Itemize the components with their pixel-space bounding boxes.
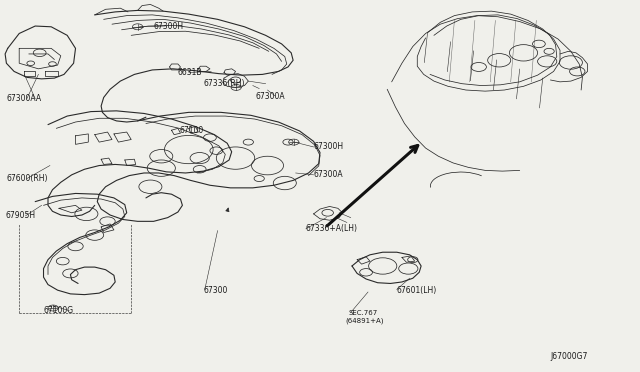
Text: (64891+A): (64891+A) xyxy=(346,317,384,324)
Text: 67601(LH): 67601(LH) xyxy=(397,286,437,295)
Text: 67300H: 67300H xyxy=(314,142,344,151)
Text: J67000G7: J67000G7 xyxy=(550,352,588,361)
Text: 6631B: 6631B xyxy=(178,68,202,77)
Text: 67336(RH): 67336(RH) xyxy=(204,79,245,88)
Text: 67300A: 67300A xyxy=(314,170,343,179)
Text: 67300AA: 67300AA xyxy=(6,94,42,103)
Text: SEC.767: SEC.767 xyxy=(349,310,378,316)
Text: 67100: 67100 xyxy=(179,126,204,135)
Text: 67905H: 67905H xyxy=(5,211,35,220)
Text: 67600(RH): 67600(RH) xyxy=(6,174,48,183)
Text: 67100G: 67100G xyxy=(44,306,74,315)
Text: 67300: 67300 xyxy=(204,286,228,295)
Text: 67336+A(LH): 67336+A(LH) xyxy=(306,224,358,233)
Text: 67300A: 67300A xyxy=(256,92,285,101)
Text: 67300H: 67300H xyxy=(154,22,184,31)
